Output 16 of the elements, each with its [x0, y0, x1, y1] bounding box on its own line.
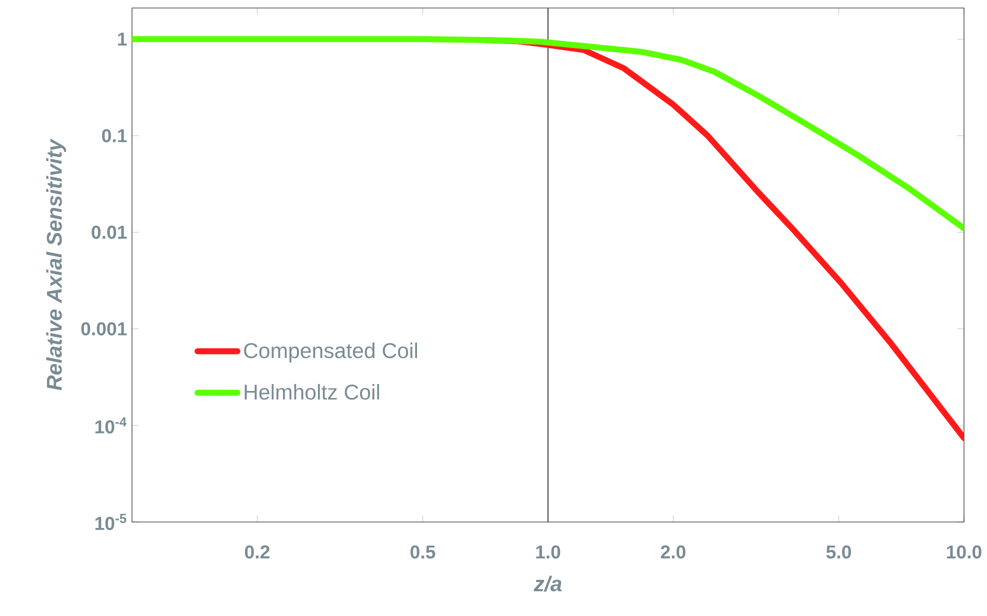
legend-label: Helmholtz Coil — [244, 384, 380, 400]
x-tick-label: 0.2 — [244, 545, 270, 559]
y-tick-label: 0.01 — [92, 226, 127, 239]
x-tick-label: 2.0 — [660, 545, 686, 559]
y-tick-label: 1 — [118, 32, 127, 46]
y-axis-title: Relative Axial Sensitivity — [46, 138, 66, 390]
y-tick-label: 0.1 — [102, 129, 127, 142]
x-tick-label: 0.5 — [410, 545, 436, 559]
x-axis-title: z/a — [534, 576, 562, 592]
y-tick-label: 0.001 — [81, 322, 127, 336]
legend-label: Compensated Coil — [244, 342, 418, 362]
x-tick-label: 10.0 — [947, 545, 982, 559]
x-tick-label: 5.0 — [826, 545, 851, 559]
y-tick-label: 10$^{-4}$ — [95, 417, 127, 434]
x-tick-label: 1.0 — [536, 545, 560, 559]
y-tick-label: 10$^{-5}$ — [95, 514, 126, 530]
